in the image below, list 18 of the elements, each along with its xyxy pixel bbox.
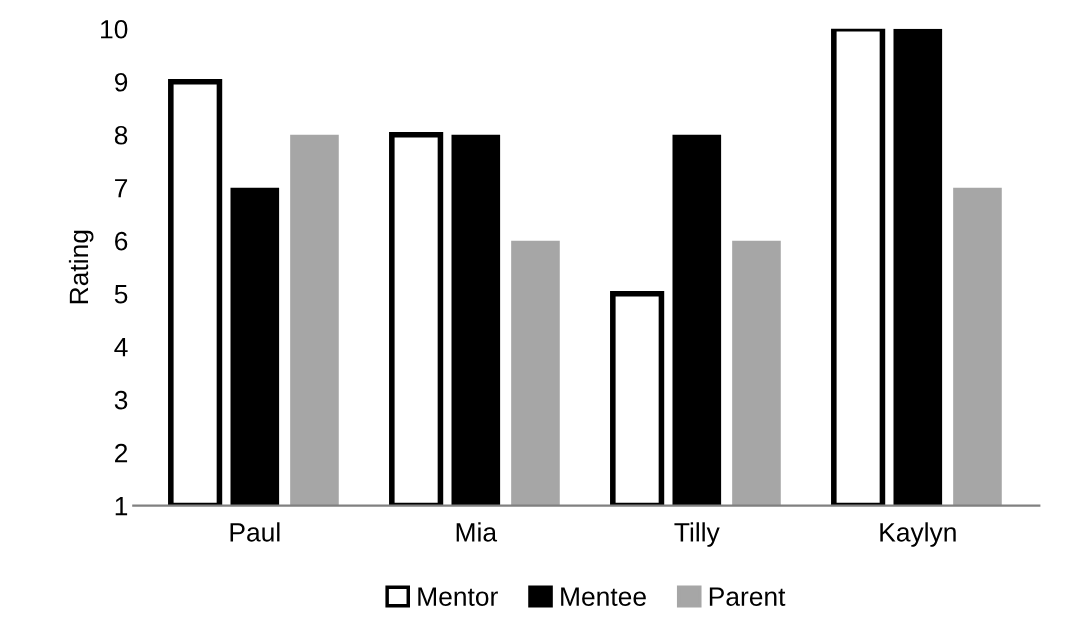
legend-label: Mentee <box>561 587 646 606</box>
y-tick-label: 7 <box>115 179 128 198</box>
y-tick-label: 1 <box>115 497 128 516</box>
x-tick-label: Tilly <box>674 522 720 547</box>
y-tick-label: 5 <box>114 285 128 304</box>
x-tick-label: Paul <box>230 522 280 542</box>
x-tick-label: Mia <box>456 522 498 542</box>
y-tick-label: 9 <box>114 72 128 92</box>
y-tick-label: 2 <box>115 443 128 463</box>
y-tick-label: 6 <box>115 231 128 251</box>
y-axis-title: Rating <box>68 230 94 304</box>
legend-label: Parent <box>709 587 786 606</box>
y-tick-label: 8 <box>114 125 128 145</box>
y-tick-label: 10 <box>101 19 128 39</box>
y-tick-label: 3 <box>114 390 128 410</box>
x-tick-label: Kaylyn <box>880 522 956 547</box>
legend-label: Mentor <box>418 587 498 606</box>
y-tick-label: 4 <box>114 338 128 357</box>
